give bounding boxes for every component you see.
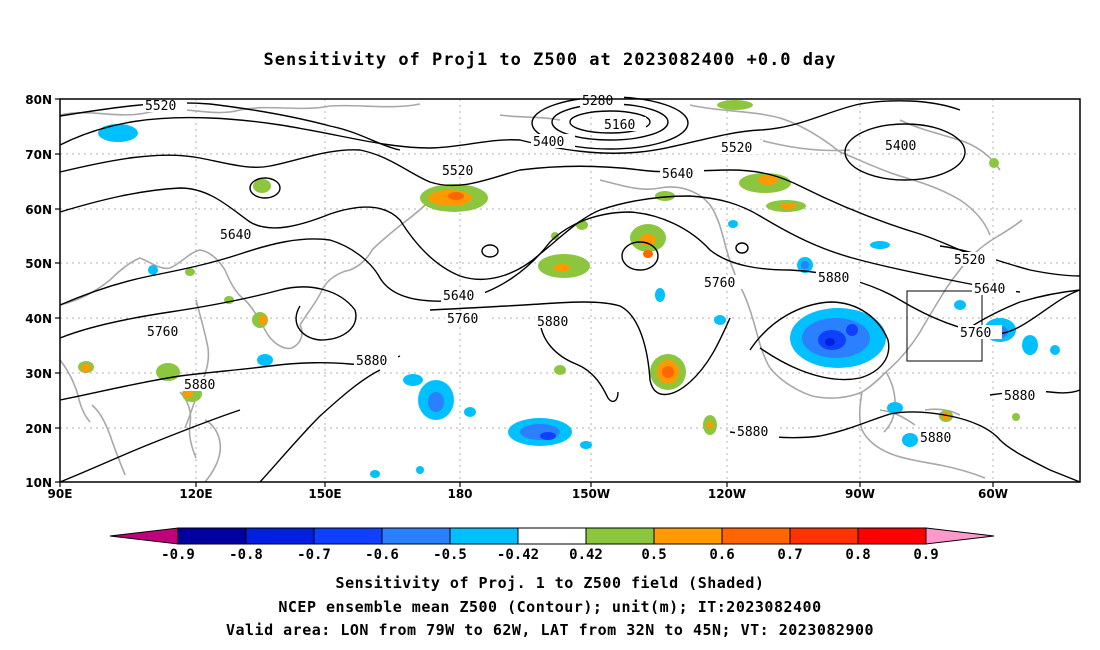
lon-label: 150E <box>308 487 341 501</box>
colorbar: -0.9 -0.8 -0.7 -0.6 -0.5 -0.42 0.42 0.5 0.6 0.7 0.… <box>109 527 995 563</box>
map-title: Sensitivity of Proj1 to Z500 at 20230824… <box>263 50 837 70</box>
contour-label: 5640 <box>974 282 1005 297</box>
colorbar-swatch <box>449 527 519 545</box>
contour-label: 5880 <box>184 378 215 393</box>
colorbar-low-extend <box>109 527 179 545</box>
colorbar-swatch <box>721 527 791 545</box>
lat-label: 60N <box>25 203 52 217</box>
caption-line-2: NCEP ensemble mean Z500 (Contour); unit(… <box>278 598 822 616</box>
lat-label: 80N <box>25 93 52 107</box>
lat-label: 10N <box>25 476 52 490</box>
contour-label: 5880 <box>356 354 387 369</box>
contour-label: 5160 <box>604 118 635 133</box>
colorbar-swatch <box>177 527 247 545</box>
coastlines <box>59 103 1023 483</box>
contour-label: 5880 <box>920 431 951 446</box>
axis-ticks <box>55 98 994 487</box>
colorbar-swatch <box>517 527 587 545</box>
contour-label: 5760 <box>960 326 991 341</box>
colorbar-swatch <box>653 527 723 545</box>
colorbar-high-extend <box>925 527 995 545</box>
colorbar-swatch <box>585 527 655 545</box>
lon-label: 90W <box>845 487 875 501</box>
contour-label: 5760 <box>447 312 478 327</box>
contour-label: 5640 <box>443 289 474 304</box>
lat-label: 70N <box>25 148 52 162</box>
lon-label: 120E <box>179 487 212 501</box>
caption-line-3: Valid area: LON from 79W to 62W, LAT fro… <box>225 621 875 639</box>
colorbar-label: -0.7 <box>297 547 331 563</box>
contour-label: 5520 <box>954 253 985 268</box>
colorbar-label: 0.7 <box>777 547 802 563</box>
lon-label: 120W <box>708 487 746 501</box>
lat-label: 20N <box>25 422 52 436</box>
lat-label: 50N <box>25 257 52 271</box>
lon-label: 60W <box>978 487 1008 501</box>
colorbar-label: -0.8 <box>229 547 263 563</box>
colorbar-label: 0.9 <box>913 547 938 563</box>
colorbar-label: 0.5 <box>641 547 666 563</box>
lat-label: 30N <box>25 367 52 381</box>
colorbar-label: 0.6 <box>709 547 734 563</box>
contour-label: 5640 <box>662 167 693 182</box>
colorbar-label: -0.6 <box>365 547 399 563</box>
contour-label: 5520 <box>145 99 176 114</box>
contour-label: 5400 <box>885 139 916 154</box>
caption-line-1: Sensitivity of Proj. 1 to Z500 field (Sh… <box>335 574 765 592</box>
lon-labels: 90E 120E 150E 180 150W 120W 90W 60W <box>48 487 1008 501</box>
positive-sensitivity <box>78 100 1020 435</box>
colorbar-swatch <box>381 527 451 545</box>
colorbar-label: -0.5 <box>433 547 467 563</box>
contour-label: 5280 <box>582 94 613 109</box>
lat-labels: 80N 70N 60N 50N 40N 30N 20N 10N <box>25 93 52 490</box>
contour-label: 5520 <box>721 141 752 156</box>
colorbar-label: 0.8 <box>845 547 870 563</box>
svg-text:5880: 5880 <box>737 425 768 440</box>
colorbar-swatch <box>245 527 315 545</box>
colorbar-swatch <box>857 527 927 545</box>
contour-label: 5760 <box>147 325 178 340</box>
colorbar-label: 0.42 <box>569 547 603 563</box>
contour-label: 5880 <box>818 271 849 286</box>
contour-labels: 5520 5280 5160 5400 5400 5520 5520 5640 … <box>143 93 1046 446</box>
sensitivity-shading <box>78 100 1060 478</box>
colorbar-label: -0.9 <box>161 547 195 563</box>
lon-label: 90E <box>48 487 73 501</box>
contour-label: 5520 <box>442 164 473 179</box>
contour-label: 5760 <box>704 276 735 291</box>
colorbar-swatch <box>313 527 383 545</box>
colorbar-swatch <box>789 527 859 545</box>
lon-label: 180 <box>447 487 472 501</box>
lon-label: 150W <box>572 487 610 501</box>
contour-label: 5880 <box>1004 389 1035 404</box>
contour-label: 5400 <box>533 135 564 150</box>
colorbar-label: -0.42 <box>497 547 539 563</box>
contour-label: 5880 <box>537 315 568 330</box>
lat-label: 40N <box>25 312 52 326</box>
contour-label: 5640 <box>220 228 251 243</box>
